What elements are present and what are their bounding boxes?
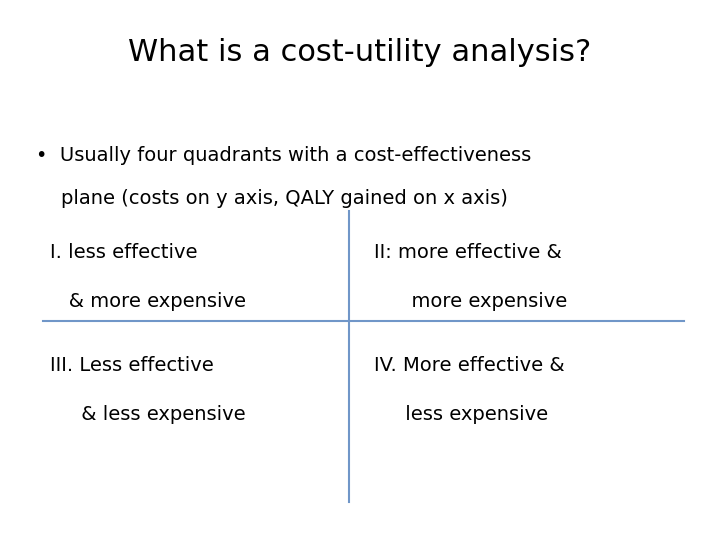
Text: & more expensive: & more expensive	[50, 292, 246, 310]
Text: & less expensive: & less expensive	[50, 405, 246, 424]
Text: I. less effective: I. less effective	[50, 243, 198, 262]
Text: III. Less effective: III. Less effective	[50, 356, 214, 375]
Text: less expensive: less expensive	[374, 405, 549, 424]
Text: IV. More effective &: IV. More effective &	[374, 356, 565, 375]
Text: plane (costs on y axis, QALY gained on x axis): plane (costs on y axis, QALY gained on x…	[36, 189, 508, 208]
Text: II: more effective &: II: more effective &	[374, 243, 562, 262]
Text: •  Usually four quadrants with a cost-effectiveness: • Usually four quadrants with a cost-eff…	[36, 146, 531, 165]
Text: What is a cost-utility analysis?: What is a cost-utility analysis?	[128, 38, 592, 67]
Text: more expensive: more expensive	[374, 292, 567, 310]
